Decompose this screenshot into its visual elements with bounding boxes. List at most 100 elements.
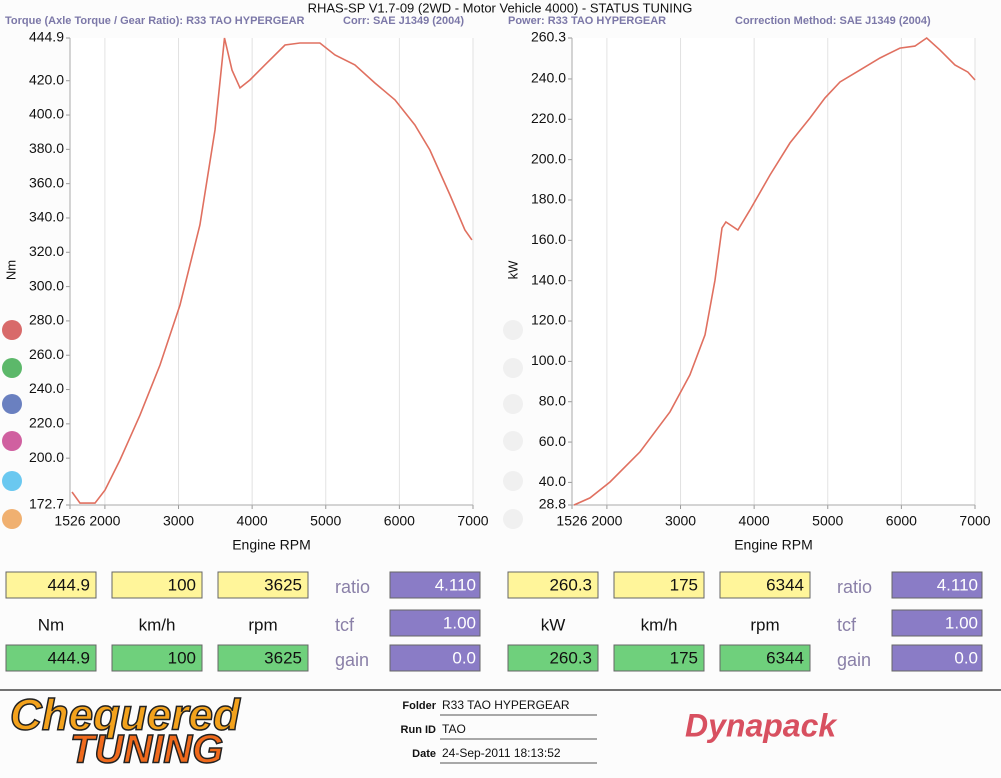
readout-value: 6344: [766, 575, 804, 594]
readout-value: 1.00: [443, 613, 476, 632]
readout-box: [719, 571, 811, 599]
readout-box: [389, 644, 481, 672]
x-tick-label: 5000: [812, 513, 843, 529]
x-axis-label: Engine RPM: [232, 537, 311, 553]
readout-unit: rpm: [750, 615, 779, 634]
y-tick-label: 180.0: [531, 191, 566, 207]
readout-box: [111, 571, 203, 599]
x-tick-label: 1526: [556, 513, 587, 529]
readout-label: ratio: [335, 577, 370, 597]
readout-box: [613, 571, 705, 599]
chart-subtitle: Power: R33 TAO HYPERGEAR: [508, 15, 666, 27]
field-value: TAO: [442, 722, 466, 736]
readout-value: 3625: [264, 575, 302, 594]
readout-label: ratio: [837, 577, 872, 597]
readout-unit: kW: [541, 615, 566, 634]
dot: [503, 471, 523, 491]
y-tick-label: 220.0: [531, 110, 566, 126]
y-tick-label: 160.0: [531, 231, 566, 247]
readout-value: 4.110: [435, 575, 476, 594]
y-tick-label: 444.9: [29, 29, 64, 45]
readout-value: 444.9: [47, 648, 90, 667]
dot: [503, 320, 523, 340]
y-tick-label: 240.0: [29, 380, 64, 396]
x-tick-label: 6000: [886, 513, 917, 529]
readout-box: [111, 644, 203, 672]
page-title: RHAS-SP V1.7-09 (2WD - Motor Vehicle 400…: [308, 0, 693, 15]
readout-value: 1.00: [945, 613, 978, 632]
readout-label: tcf: [837, 615, 857, 635]
readout-label: tcf: [335, 615, 355, 635]
data-line: [71, 37, 473, 504]
x-tick-label: 2000: [89, 513, 120, 529]
readout-unit: km/h: [641, 615, 678, 634]
readout-box: [507, 571, 599, 599]
readout-unit: Nm: [38, 615, 64, 634]
x-tick-label: 6000: [384, 513, 415, 529]
y-tick-label: 380.0: [29, 140, 64, 156]
field-label: Date: [412, 748, 436, 760]
dot: [2, 320, 22, 340]
readout-value: 4.110: [937, 575, 978, 594]
field-value: 24-Sep-2011 18:13:52: [442, 746, 561, 760]
y-tick-label: 220.0: [29, 415, 64, 431]
field-label: Folder: [402, 700, 436, 712]
dot: [2, 509, 22, 529]
readout-label: gain: [335, 650, 369, 670]
readout-value: 6344: [766, 648, 804, 667]
x-axis-label: Engine RPM: [734, 537, 813, 553]
y-tick-label: 120.0: [531, 312, 566, 328]
y-tick-label: 28.8: [539, 496, 566, 512]
y-tick-label: 300.0: [29, 277, 64, 293]
readout-box: [5, 571, 97, 599]
readout-box: [507, 644, 599, 672]
dot: [503, 394, 523, 414]
y-tick-label: 340.0: [29, 209, 64, 225]
x-tick-label: 3000: [163, 513, 194, 529]
x-tick-label: 7000: [457, 513, 488, 529]
y-tick-label: 172.7: [29, 496, 64, 512]
readout-label: gain: [837, 650, 871, 670]
dot: [2, 358, 22, 378]
y-tick-label: 80.0: [539, 392, 566, 408]
y-tick-label: 200.0: [531, 150, 566, 166]
y-tick-label: 200.0: [29, 449, 64, 465]
plot-area: [70, 38, 473, 505]
y-tick-label: 40.0: [539, 473, 566, 489]
chart-subtitle: Torque (Axle Torque / Gear Ratio): R33 T…: [5, 15, 305, 27]
readout-box: [719, 644, 811, 672]
readout-value: 100: [168, 575, 196, 594]
dot: [503, 431, 523, 451]
readout-box: [389, 571, 481, 599]
readout-box: [891, 571, 983, 599]
readout-value: 3625: [264, 648, 302, 667]
readout-unit: km/h: [139, 615, 176, 634]
readout-unit: rpm: [248, 615, 277, 634]
data-line: [573, 36, 976, 506]
readout-value: 175: [670, 648, 698, 667]
readout-value: 444.9: [47, 575, 90, 594]
readout-box: [613, 644, 705, 672]
y-tick-label: 400.0: [29, 106, 64, 122]
brand-logo: Dynapack: [685, 707, 838, 743]
y-tick-label: 240.0: [531, 70, 566, 86]
y-tick-label: 100.0: [531, 352, 566, 368]
readout-box: [217, 571, 309, 599]
legend-dots: [2, 320, 523, 529]
chart-correction: Correction Method: SAE J1349 (2004): [735, 15, 931, 27]
y-tick-label: 420.0: [29, 71, 64, 87]
x-tick-label: 7000: [959, 513, 990, 529]
field-label: Run ID: [401, 724, 436, 736]
logo-top: Chequered: [10, 691, 241, 740]
dot: [2, 431, 22, 451]
dot: [503, 509, 523, 529]
readout-value: 260.3: [549, 648, 592, 667]
y-tick-label: 320.0: [29, 243, 64, 259]
x-tick-label: 4000: [739, 513, 770, 529]
dot: [2, 394, 22, 414]
chart-correction: Corr: SAE J1349 (2004): [343, 15, 464, 27]
x-tick-label: 5000: [310, 513, 341, 529]
readout-box: [5, 644, 97, 672]
y-axis-label: kW: [505, 260, 520, 280]
